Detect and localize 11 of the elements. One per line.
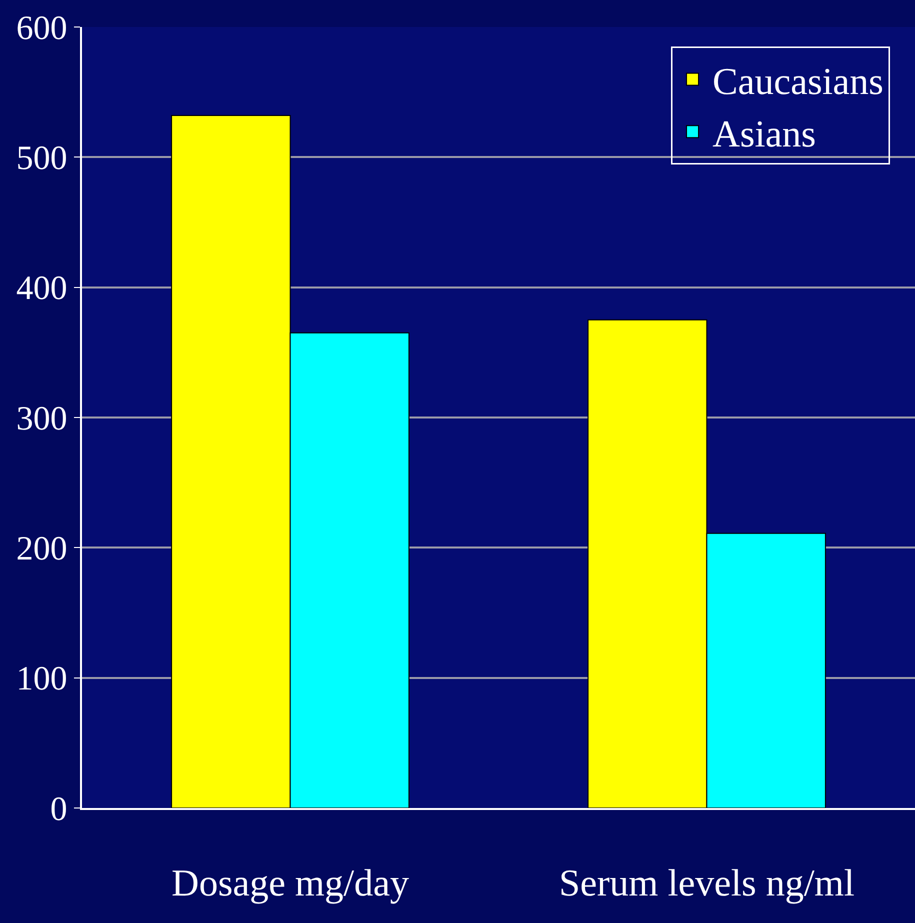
y-tick-label: 100 (16, 660, 68, 698)
legend-label: Caucasians (712, 61, 884, 104)
x-tick-label: Serum levels ng/ml (558, 862, 855, 905)
y-tick-label: 300 (16, 400, 68, 438)
y-tick-label: 600 (16, 10, 68, 47)
x-tick-label: Dosage mg/day (172, 862, 409, 905)
y-tick-label: 500 (16, 140, 68, 178)
legend-label: Asians (712, 113, 816, 156)
y-tick-label: 0 (50, 790, 68, 828)
y-tick-label: 400 (16, 270, 68, 308)
y-tick-label: 200 (16, 530, 68, 568)
